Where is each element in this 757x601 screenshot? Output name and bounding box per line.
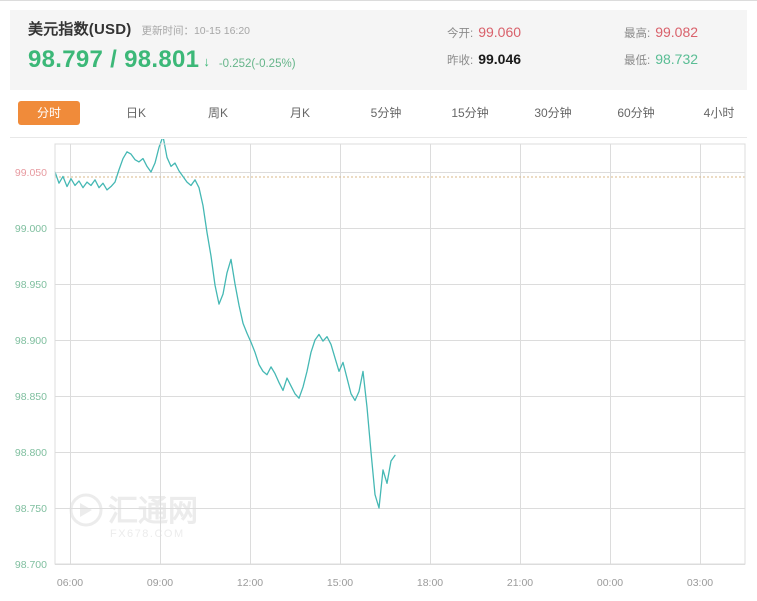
y-axis-tick-label: 99.050 [15, 167, 47, 179]
y-axis-tick-label: 98.900 [15, 335, 47, 347]
tab-4hour[interactable]: 4小时 [690, 101, 748, 125]
x-axis-tick-label: 18:00 [417, 577, 443, 589]
x-axis-tick-label: 15:00 [327, 577, 353, 589]
symbol-row: 美元指数(USD) 更新时间：10-15 16:20 [28, 18, 296, 39]
stat-high-value: 99.082 [655, 24, 699, 40]
watermark-brand: 汇通网 [108, 495, 198, 528]
tab-5min-label: 5分钟 [370, 106, 402, 120]
tab-60min-label: 60分钟 [617, 106, 655, 120]
x-axis-tick-label: 06:00 [57, 577, 83, 589]
y-axis-tick-label: 98.750 [15, 503, 47, 515]
price-row: 98.797 / 98.801 ↓ -0.252(-0.25%) [28, 46, 296, 74]
quote-stats: 今开: 99.060 最高: 99.082 昨收: 99.046 最低: 98.… [429, 24, 739, 68]
tab-day-k-label: 日K [125, 106, 146, 120]
symbol-name: 美元指数(USD) [28, 21, 132, 38]
stat-low-value: 98.732 [655, 51, 699, 67]
tab-4hour-label: 4小时 [703, 106, 735, 120]
y-axis-tick-label: 99.000 [15, 223, 47, 235]
quote-header: 美元指数(USD) 更新时间：10-15 16:20 98.797 / 98.8… [10, 10, 747, 90]
update-time: 更新时间：10-15 16:20 [141, 25, 251, 37]
price-bid-ask: 98.797 / 98.801 [28, 46, 200, 73]
stat-open: 今开: 99.060 [429, 24, 584, 41]
x-axis-tick-label: 00:00 [597, 577, 623, 589]
watermark-logo-mark-icon [80, 503, 92, 517]
x-axis-tick-label: 03:00 [687, 577, 713, 589]
y-axis-tick-label: 98.950 [15, 279, 47, 291]
tab-week-k-label: 周K [207, 106, 228, 120]
tab-week-k[interactable]: 周K [192, 101, 244, 125]
quote-summary: 美元指数(USD) 更新时间：10-15 16:20 98.797 / 98.8… [28, 18, 296, 74]
stat-prev-close-label: 昨收: [447, 55, 474, 67]
price-direction-icon: ↓ [203, 54, 210, 69]
tab-fenshi-label: 分时 [36, 106, 61, 120]
y-axis-labels: 99.050 99.000 98.950 98.900 98.850 98.800 98.7… [15, 167, 47, 571]
tab-day-k[interactable]: 日K [110, 101, 162, 125]
period-tabbar: 分时 日K 周K 月K 5分钟 15分钟 30分钟 60分钟 4小时 [10, 101, 747, 138]
stat-high: 最高: 99.082 [584, 24, 739, 41]
stat-low: 最低: 98.732 [584, 51, 739, 68]
y-axis-tick-label: 98.850 [15, 391, 47, 403]
watermark: 汇通网 FX678.COM [69, 493, 198, 540]
tab-month-k[interactable]: 月K [274, 101, 326, 125]
stat-open-value: 99.060 [478, 24, 522, 40]
tab-60min[interactable]: 60分钟 [605, 101, 667, 125]
stat-prev-close: 昨收: 99.046 [429, 51, 584, 68]
price-change: -0.252(-0.25%) [218, 58, 296, 70]
stat-low-label: 最低: [624, 55, 651, 67]
tab-fenshi[interactable]: 分时 [18, 101, 80, 125]
price-line-series [54, 139, 396, 509]
y-axis-tick-label: 98.700 [15, 559, 47, 571]
tab-15min[interactable]: 15分钟 [439, 101, 501, 125]
plot-frame [54, 143, 746, 565]
vertical-gridlines [70, 144, 701, 564]
tab-month-k-label: 月K [289, 106, 310, 120]
y-axis-tick-label: 98.800 [15, 447, 47, 459]
tab-30min-label: 30分钟 [534, 106, 572, 120]
x-axis-tick-label: 12:00 [237, 577, 263, 589]
tab-30min[interactable]: 30分钟 [522, 101, 584, 125]
watermark-site: FX678.COM [110, 528, 185, 540]
stat-open-label: 今开: [447, 28, 474, 40]
plot-background [55, 144, 745, 564]
price-line [54, 139, 396, 509]
chart-canvas[interactable]: 汇通网 FX678.COM 99.050 99.000 98.950 98.900 98… [0, 139, 757, 601]
x-axis-tick-label: 09:00 [147, 577, 173, 589]
stat-prev-close-value: 99.046 [478, 51, 522, 67]
intraday-chart[interactable]: 汇通网 FX678.COM 99.050 99.000 98.950 98.900 98… [0, 139, 757, 601]
x-axis-tick-label: 21:00 [507, 577, 533, 589]
tab-5min[interactable]: 5分钟 [357, 101, 415, 125]
x-axis-labels: 06:00 09:00 12:00 15:00 18:00 21:00 00:00 03:00 [57, 577, 713, 589]
stat-high-label: 最高: [624, 28, 651, 40]
tab-15min-label: 15分钟 [451, 106, 489, 120]
